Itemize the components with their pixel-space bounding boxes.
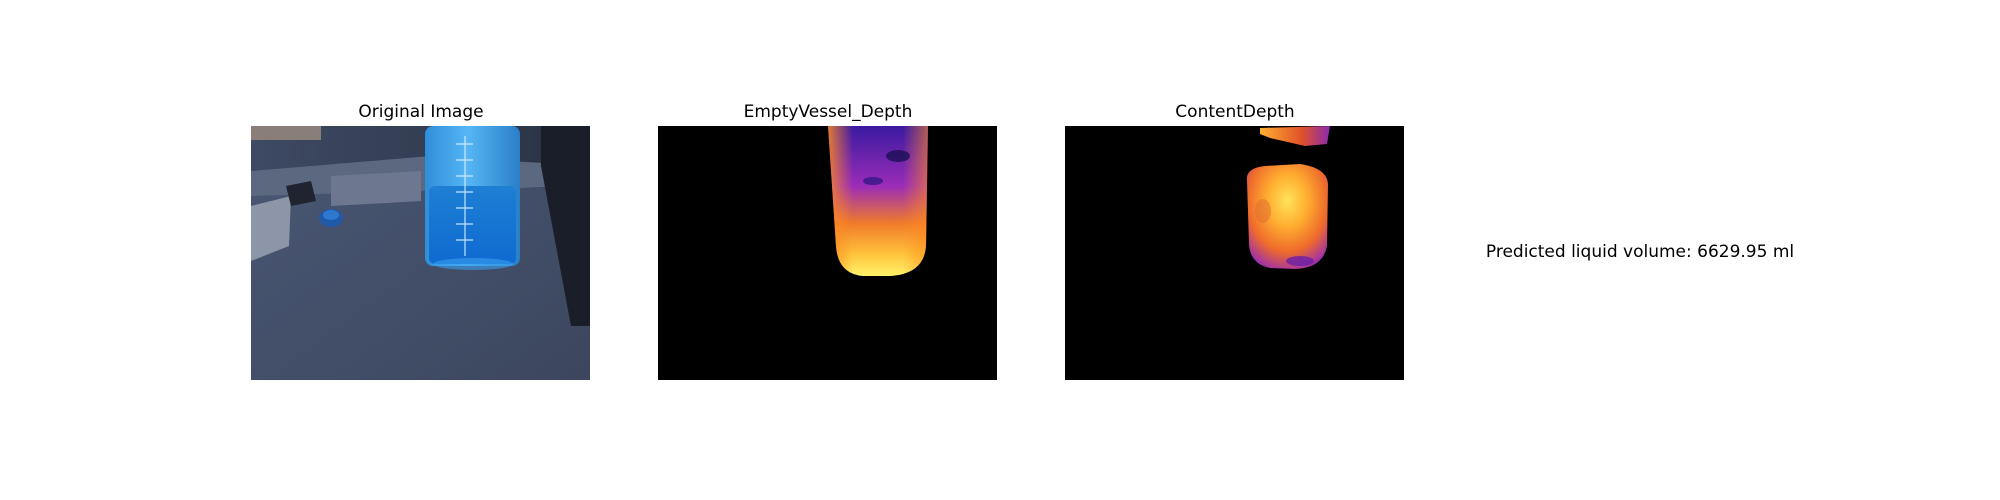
empty-vessel-depth-title: EmptyVessel_Depth [658, 101, 998, 123]
content-depth-map [1065, 126, 1404, 380]
original-image-title: Original Image [251, 101, 591, 123]
empty-vessel-depth-map [658, 126, 997, 380]
original-image [251, 126, 590, 380]
predicted-volume-text: Predicted liquid volume: 6629.95 ml [1420, 241, 1860, 263]
content-depth-title: ContentDepth [1065, 101, 1405, 123]
